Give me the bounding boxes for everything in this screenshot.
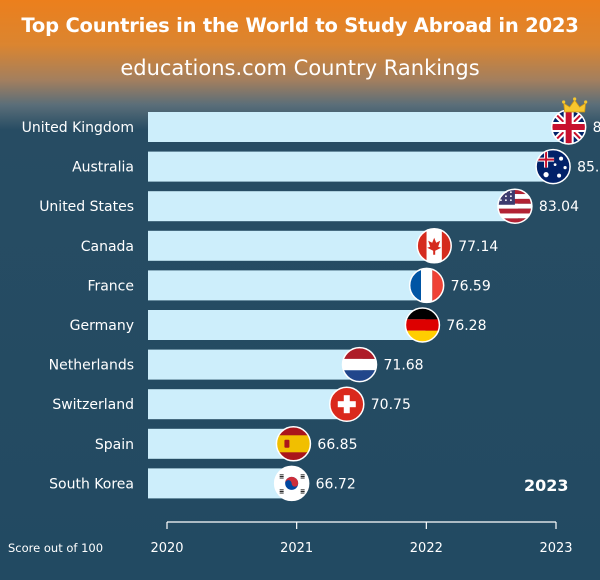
category-label: Germany: [70, 318, 134, 334]
category-label: Netherlands: [49, 358, 134, 374]
value-label: 76.28: [446, 318, 486, 334]
category-label: Switzerland: [52, 397, 134, 413]
flag-australia-icon: [536, 149, 571, 184]
x-tick-label: 2022: [410, 541, 443, 556]
flag-ring: [341, 346, 378, 383]
flag-france-icon: [409, 268, 444, 303]
value-label: 83.04: [539, 199, 579, 215]
category-label: South Korea: [49, 476, 134, 492]
bar: [148, 151, 557, 182]
x-axis-label: Score out of 100: [8, 541, 103, 555]
flag-netherlands-icon: [342, 347, 377, 382]
flag-ring: [275, 426, 312, 462]
bar: [148, 428, 297, 459]
flag-ring: [497, 188, 533, 224]
chart-title: Top Countries in the World to Study Abro…: [21, 14, 579, 37]
x-tick-label: 2021: [280, 541, 313, 556]
flag-ring: [273, 465, 310, 502]
value-label: 66.85: [317, 437, 357, 453]
flag-switzerland-icon: [329, 387, 364, 422]
category-label: Spain: [95, 437, 134, 453]
flag-ring: [404, 307, 441, 343]
chart-subtitle: educations.com Country Rankings: [120, 56, 480, 80]
flag-spain-icon: [276, 426, 311, 461]
bar: [148, 349, 363, 380]
flag-ring: [329, 386, 365, 422]
bar: [148, 389, 350, 420]
x-tick-label: 2023: [539, 541, 572, 556]
flag-usa-icon: [497, 189, 532, 224]
bar: [148, 468, 295, 499]
bar: [148, 191, 518, 222]
value-label: 66.72: [316, 476, 356, 492]
flag-south-korea-icon: [274, 466, 309, 501]
x-tick-label: 2020: [150, 541, 183, 556]
category-label: France: [87, 278, 134, 294]
year-badge: 2023: [524, 476, 569, 495]
flag-germany-icon: [405, 308, 440, 342]
flag-ring: [408, 267, 445, 304]
value-label: 77.14: [458, 239, 498, 255]
flag-ring: [535, 148, 571, 185]
category-label: United Kingdom: [22, 120, 134, 136]
value-label: 70.75: [371, 397, 411, 413]
bar: [148, 112, 572, 142]
flag-canada-icon: [417, 228, 452, 263]
category-label: Canada: [81, 239, 134, 255]
flag-ring: [416, 228, 452, 264]
value-label: 76.59: [451, 278, 491, 294]
value-label: 71.68: [384, 358, 424, 374]
category-label: United States: [39, 199, 134, 215]
crown-icon: [562, 97, 588, 113]
value-label: 86.97: [593, 120, 600, 136]
value-label: 85.83: [577, 160, 600, 176]
category-label: Australia: [72, 160, 134, 176]
bar: [148, 270, 430, 301]
bar: [148, 230, 438, 261]
bar: [148, 310, 426, 340]
flag-uk-icon: [551, 110, 586, 144]
